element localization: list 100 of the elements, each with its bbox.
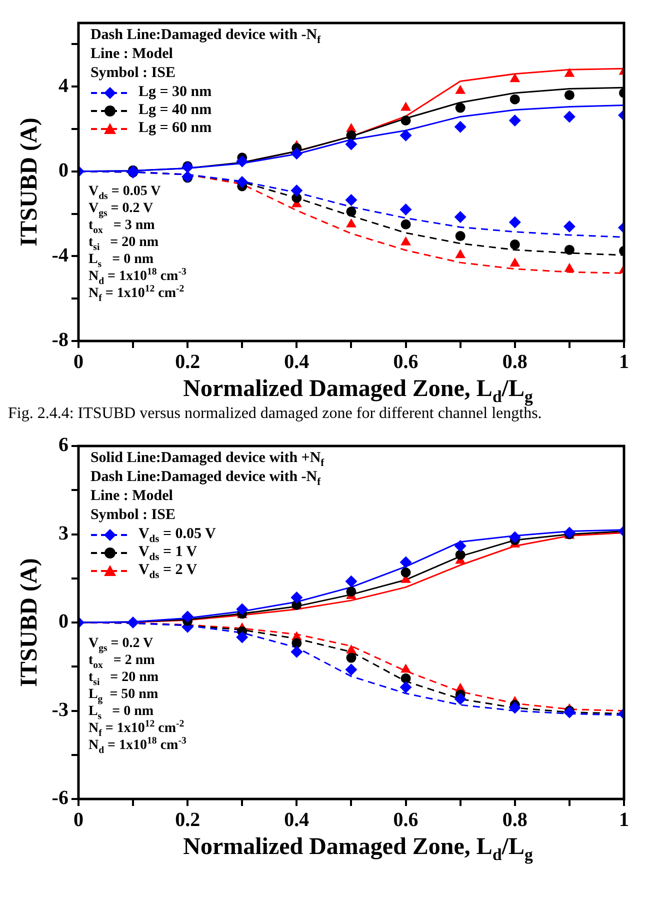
y-tick-label: -6: [52, 787, 68, 810]
point: [454, 540, 466, 552]
point: [510, 240, 520, 250]
legend-label: Lg = 30 nm: [138, 84, 212, 100]
point: [346, 586, 356, 597]
point: [400, 116, 411, 126]
point: [455, 102, 466, 113]
y-tick-label: 0: [58, 160, 68, 182]
point: [290, 148, 303, 160]
point: [345, 664, 358, 676]
point: [510, 94, 520, 104]
point: [510, 258, 520, 267]
x-tick-label: 0.4: [284, 809, 310, 832]
point: [182, 610, 194, 623]
annotation: Line : Model: [90, 488, 174, 505]
y-axis-title: ITSUBD (A): [16, 118, 43, 246]
y-tick-label: 3: [58, 522, 68, 544]
annotation: V$_{ds}$ = 0.05 V: [88, 183, 162, 202]
point: [346, 130, 356, 140]
annotation: Line : Model: [90, 46, 174, 63]
annotation: Solid Line:Damaged device with +N$_{f}$: [90, 450, 324, 469]
point: [346, 206, 356, 217]
point: [564, 68, 575, 77]
annotation: Dash Line:Damaged device with -N$_{f}$: [90, 27, 321, 46]
x-tick-label: 0.6: [393, 351, 418, 374]
point: [400, 681, 412, 694]
x-tick-label: 0.2: [175, 351, 200, 374]
annotation: t$_{ox}$ = 3 nm: [88, 218, 156, 236]
point: [455, 231, 466, 242]
point: [346, 652, 356, 663]
point: [127, 616, 140, 628]
x-tick-label: 0: [73, 809, 84, 832]
point: [563, 220, 576, 233]
point: [563, 110, 576, 123]
legend-label: Lg = 60 nm: [138, 120, 212, 136]
point: [454, 692, 466, 705]
point: [564, 244, 574, 255]
x-tick-label: 0.2: [175, 809, 200, 832]
point: [400, 219, 411, 230]
x-axis-title: Normalized Damaged Zone, L$_{d}$/L$_{g}$: [182, 376, 534, 406]
y-axis-title: ITSUBD (A): [16, 558, 43, 687]
annotation: L$_{g}$ = 50 nm: [88, 686, 160, 704]
annotation: t$_{si}$ = 20 nm: [88, 668, 160, 688]
caption: Fig. 2.4.4: ITSUBD versus normalized damaged zone for different channel lengths.: [8, 405, 543, 423]
legend-label: Lg = 40 nm: [138, 102, 212, 118]
point: [345, 194, 358, 206]
point: [236, 176, 248, 188]
point: [508, 531, 521, 544]
x-tick-label: 0.6: [393, 809, 418, 832]
point: [345, 575, 358, 588]
point: [400, 673, 411, 684]
legend-label: V$_{ds}$ = 0.05 V: [138, 526, 216, 545]
point: [346, 644, 356, 654]
annotation: Symbol : ISE: [90, 507, 176, 524]
point: [454, 120, 466, 133]
y-tick-label: 4: [58, 74, 68, 97]
point: [508, 702, 521, 714]
point: [400, 204, 412, 216]
x-tick-label: 0.4: [284, 351, 310, 374]
point: [455, 84, 466, 94]
x-tick-label: 1: [619, 809, 629, 832]
point: [510, 73, 520, 82]
y-tick-label: -4: [52, 244, 68, 266]
point: [236, 603, 248, 616]
point: [563, 706, 576, 718]
y-tick-label: 6: [58, 434, 68, 456]
annotation: t$_{si}$ = 20 nm: [88, 234, 160, 254]
annotation: V$_{gs}$ = 0.2 V: [88, 634, 154, 654]
point: [400, 556, 412, 568]
y-tick-label: -8: [52, 329, 68, 352]
x-tick-label: 0: [73, 351, 84, 374]
annotation: Symbol : ISE: [90, 65, 176, 82]
x-tick-label: 0.8: [502, 351, 528, 374]
y-tick-label: 0: [58, 610, 68, 633]
point: [236, 631, 248, 644]
point: [292, 638, 302, 648]
annotation: V$_{gs}$ = 0.2 V: [88, 200, 154, 220]
y-tick-label: -3: [52, 698, 68, 721]
point: [400, 129, 412, 142]
annotation: t$_{ox}$ = 2 nm: [88, 652, 156, 670]
legend-label: V$_{ds}$ = 2 V: [138, 562, 198, 581]
point: [236, 155, 248, 168]
point: [563, 526, 576, 539]
point: [290, 591, 303, 604]
annotation: N$_{f}$ = 1x10$^{12}$ cm$^{-2}$: [88, 284, 186, 304]
point: [455, 550, 466, 560]
point: [454, 210, 466, 223]
point: [400, 664, 411, 673]
legend-label: V$_{ds}$ = 1 V: [138, 544, 198, 563]
point: [564, 90, 574, 100]
x-tick-label: 1: [619, 351, 629, 374]
x-axis-title: Normalized Damaged Zone, L$_{d}$/L$_{g}$: [182, 834, 534, 864]
point: [400, 102, 411, 111]
point: [290, 646, 303, 658]
point: [345, 138, 358, 150]
point: [400, 567, 411, 578]
point: [455, 249, 466, 258]
point: [508, 216, 521, 228]
annotation: Dash Line:Damaged device with -N$_{f}$: [90, 469, 322, 488]
point: [508, 114, 521, 127]
